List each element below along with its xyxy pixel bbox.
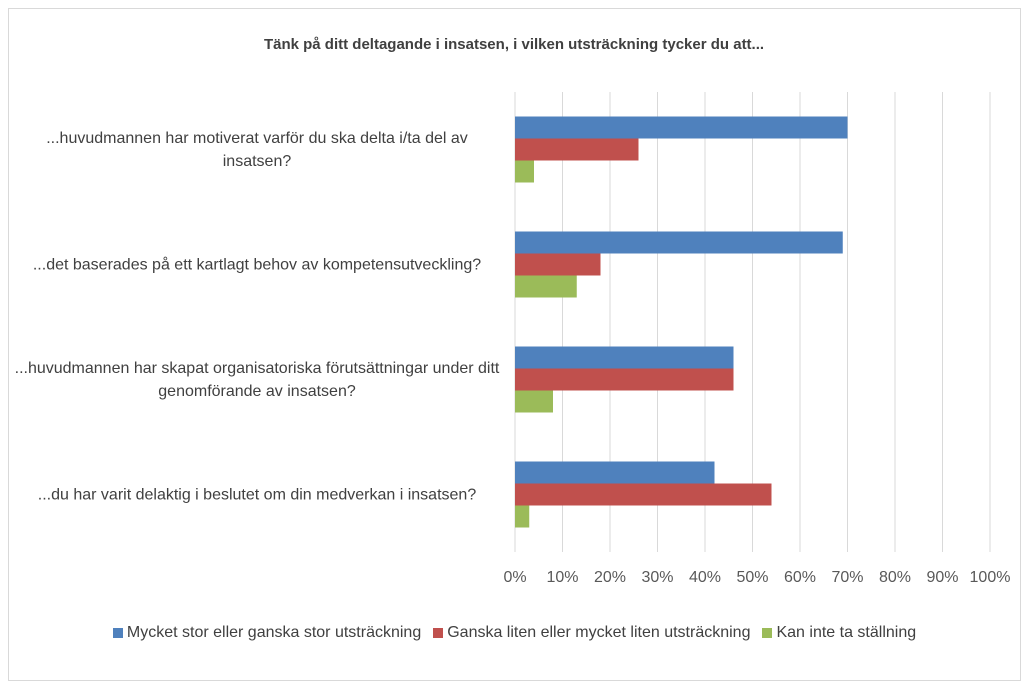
bar [515, 275, 577, 298]
x-tick-label: 30% [641, 569, 673, 586]
legend-item: Kan inte ta ställning [762, 624, 916, 642]
y-tick-label: ...huvudmannen har motiverat varför du s… [46, 129, 468, 170]
legend-label: Mycket stor eller ganska stor utsträckni… [126, 624, 422, 641]
y-tick-label: ...det baserades på ett kartlagt behov a… [32, 256, 482, 273]
y-tick-label: ...du har varit delaktig i beslutet om d… [37, 486, 477, 503]
x-tick-label: 80% [879, 569, 911, 586]
legend-item: Ganska liten eller mycket liten utsträck… [433, 624, 750, 642]
x-tick-label: 100% [970, 569, 1011, 586]
legend-label: Kan inte ta ställning [776, 624, 917, 641]
x-tick-label: 40% [689, 569, 721, 586]
legend-item: Mycket stor eller ganska stor utsträckni… [112, 624, 422, 642]
bar [515, 346, 734, 369]
x-tick-label: 0% [503, 569, 526, 586]
x-tick-label: 50% [736, 569, 768, 586]
bar [515, 116, 848, 139]
legend: Mycket stor eller ganska stor utsträckni… [0, 624, 1029, 642]
legend-swatch [762, 628, 773, 638]
legend-label: Ganska liten eller mycket liten utsträck… [447, 624, 751, 641]
bar [515, 160, 534, 183]
bar [515, 483, 772, 506]
bar [515, 461, 715, 484]
x-tick-label: 90% [926, 569, 958, 586]
bar [515, 368, 734, 391]
bar [515, 253, 601, 276]
x-tick-label: 60% [784, 569, 816, 586]
chart-title: Tänk på ditt deltagande i insatsen, i vi… [264, 36, 764, 53]
bar [515, 390, 553, 413]
bar [515, 231, 843, 254]
bar [515, 505, 530, 528]
x-tick-label: 20% [594, 569, 626, 586]
x-tick-label: 10% [546, 569, 578, 586]
bar [515, 138, 639, 161]
y-tick-label: ...huvudmannen har skapat organisatorisk… [14, 359, 500, 400]
legend-swatch [433, 628, 444, 638]
x-tick-label: 70% [831, 569, 863, 586]
legend-swatch [112, 628, 123, 638]
